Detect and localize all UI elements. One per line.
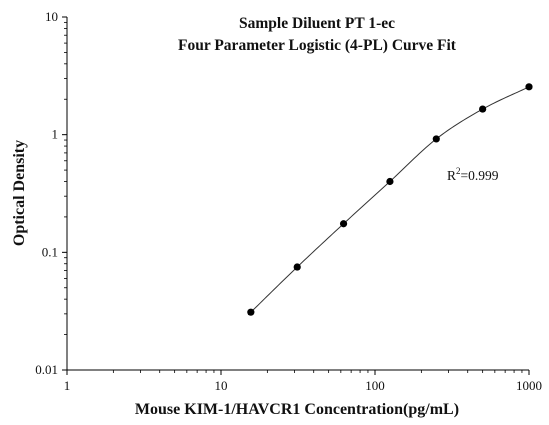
x-tick-label: 100 <box>365 378 385 393</box>
axis-ticks: 1 10 100 1000 0.01 0.1 1 10 <box>35 9 542 393</box>
x-tick-label: 1 <box>64 378 71 393</box>
x-axis-label: Mouse KIM-1/HAVCR1 Concentration(pg/mL) <box>135 401 459 418</box>
r-squared-annotation: R2=0.999 <box>447 166 499 183</box>
y-tick-label: 1 <box>52 127 59 142</box>
chart-subtitle: Four Parameter Logistic (4-PL) Curve Fit <box>178 37 457 54</box>
y-axis-label: Optical Density <box>11 140 28 246</box>
data-point <box>247 308 255 316</box>
y-tick-label: 10 <box>45 9 58 24</box>
y-tick-label: 0.01 <box>35 362 58 377</box>
data-point <box>339 220 348 228</box>
fit-curve <box>247 86 530 316</box>
y-tick-label: 0.1 <box>42 244 58 259</box>
data-point <box>432 135 440 143</box>
r-squared-value: =0.999 <box>461 168 499 183</box>
data-point <box>479 105 487 113</box>
r-squared-symbol: R <box>447 168 456 183</box>
x-tick-label: 1000 <box>516 378 542 393</box>
r-squared-superscript: 2 <box>456 166 461 176</box>
data-point <box>293 263 301 271</box>
data-point <box>525 83 533 91</box>
data-point <box>386 177 394 186</box>
plot-area <box>66 17 533 371</box>
chart-title: Sample Diluent PT 1-ec <box>239 15 395 32</box>
x-tick-label: 10 <box>215 378 228 393</box>
